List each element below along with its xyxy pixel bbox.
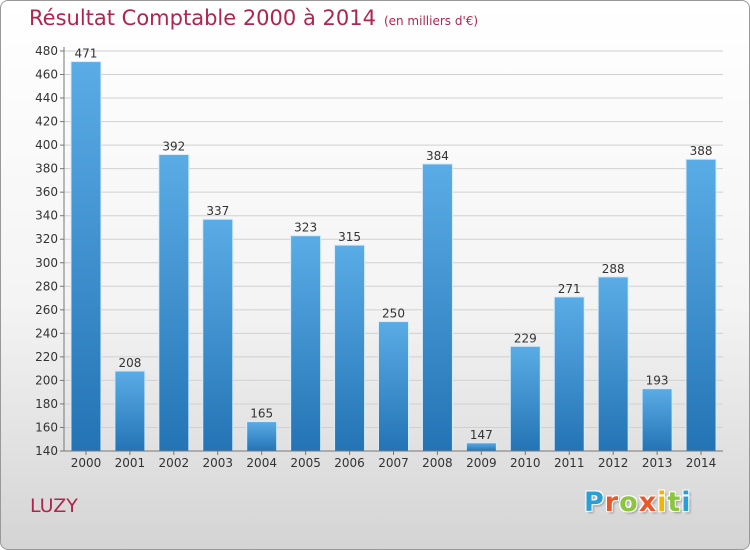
y-tick-label: 400 <box>35 138 58 152</box>
bar <box>641 388 673 452</box>
y-tick-label: 420 <box>35 115 58 129</box>
bar-value-label: 315 <box>338 230 361 244</box>
chart-title-text: Résultat Comptable 2000 à 2014 <box>29 6 376 30</box>
x-tick-label: 2005 <box>290 456 321 470</box>
x-tick-label: 2013 <box>642 456 673 470</box>
bar-value-label: 337 <box>206 204 229 218</box>
chart-subtitle: (en milliers d'€) <box>383 14 479 28</box>
bar <box>685 158 717 452</box>
bar <box>378 321 409 452</box>
logo-letter: o <box>619 487 639 518</box>
proxiti-logo: Proxiti <box>584 487 692 518</box>
logo-letter: x <box>638 487 658 518</box>
chart-title: Résultat Comptable 2000 à 2014 (en millie… <box>29 6 478 30</box>
bar-value-label: 147 <box>470 428 493 442</box>
bar-value-label: 250 <box>382 307 405 321</box>
logo-letter: r <box>604 487 620 518</box>
x-tick-label: 2012 <box>598 456 629 470</box>
x-tick-label: 2014 <box>686 456 717 470</box>
bar <box>553 296 585 452</box>
bar <box>290 235 322 452</box>
x-tick-label: 2008 <box>422 456 453 470</box>
bar-value-label: 288 <box>602 262 625 276</box>
x-tick-label: 2011 <box>554 456 585 470</box>
y-tick-label: 440 <box>35 91 58 105</box>
bar <box>202 218 234 452</box>
axes: 140 160 180 200 220 240 260 280 300 320 340 360 380 4… <box>35 44 723 470</box>
x-tick-label: 2004 <box>246 456 277 470</box>
bars: 471 208 392 337 165 323 315 250 384 147 229 271 288 1… <box>70 47 717 452</box>
bar-value-label: 208 <box>118 356 141 370</box>
y-tick-label: 200 <box>35 373 58 387</box>
bar-value-label: 193 <box>646 374 669 388</box>
x-tick-label: 2000 <box>71 456 102 470</box>
bar-value-label: 271 <box>558 282 581 296</box>
bar-value-label: 165 <box>250 407 273 421</box>
bar <box>246 421 278 452</box>
bar <box>70 61 102 452</box>
x-tick-label: 2002 <box>159 456 190 470</box>
x-tick-label: 2010 <box>510 456 541 470</box>
bar <box>597 276 629 452</box>
bar-value-label: 229 <box>514 331 537 345</box>
y-tick-label: 280 <box>35 279 58 293</box>
bar-value-label: 471 <box>75 47 98 61</box>
x-tick-label: 2006 <box>334 456 365 470</box>
y-tick-label: 220 <box>35 350 58 364</box>
y-tick-label: 340 <box>35 209 58 223</box>
x-tick-label: 2007 <box>378 456 409 470</box>
y-tick-label: 140 <box>35 444 58 458</box>
y-tick-label: 240 <box>35 326 58 340</box>
y-tick-label: 460 <box>35 68 58 82</box>
bar-value-label: 323 <box>294 221 317 235</box>
y-tick-label: 180 <box>35 397 58 411</box>
logo-letter: i <box>681 487 692 518</box>
bar <box>334 244 366 452</box>
bar <box>509 345 541 452</box>
y-tick-label: 380 <box>35 162 58 176</box>
bar-value-label: 388 <box>690 144 713 158</box>
bar <box>465 442 497 452</box>
bar <box>114 370 146 452</box>
y-tick-label: 300 <box>35 256 58 270</box>
logo-letter: P <box>584 487 605 518</box>
y-tick-label: 480 <box>35 44 58 58</box>
x-tick-label: 2009 <box>466 456 497 470</box>
y-tick-label: 260 <box>35 303 58 317</box>
bar <box>421 163 453 452</box>
x-tick-label: 2003 <box>202 456 233 470</box>
commune-name: LUZY <box>30 495 78 517</box>
logo-letter: t <box>667 487 682 518</box>
y-tick-label: 360 <box>35 185 58 199</box>
bar-value-label: 392 <box>162 140 185 154</box>
bar <box>158 154 190 452</box>
y-tick-label: 320 <box>35 232 58 246</box>
logo-letter: i <box>657 487 668 518</box>
bar-value-label: 384 <box>426 149 449 163</box>
y-tick-label: 160 <box>35 420 58 434</box>
x-tick-label: 2001 <box>115 456 146 470</box>
